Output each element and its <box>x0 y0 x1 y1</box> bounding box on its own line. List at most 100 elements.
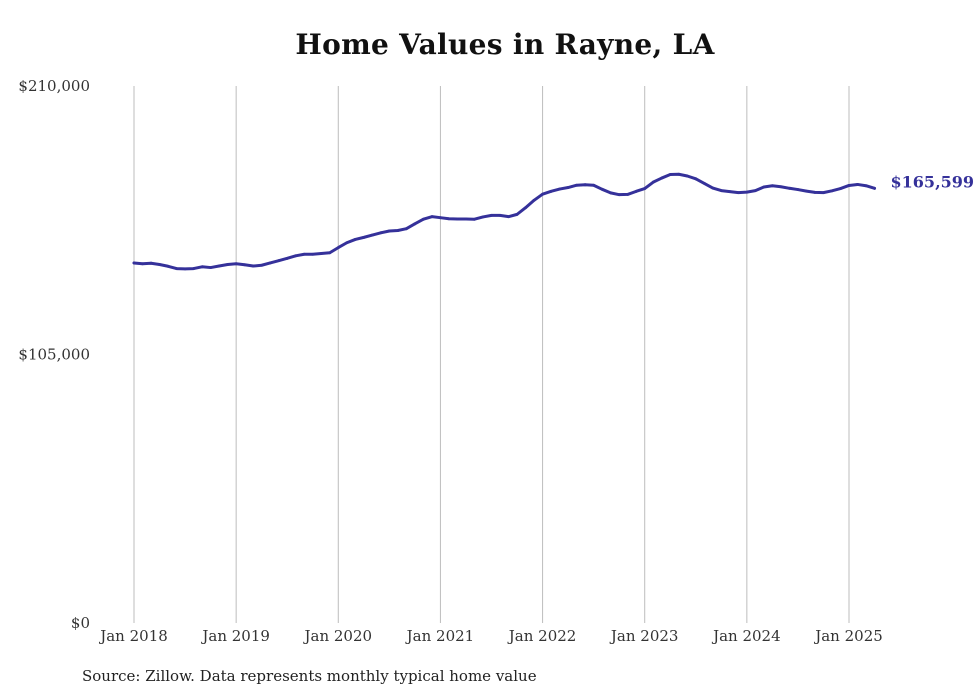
data-point-2021-04 <box>464 217 468 221</box>
data-point-2022-11 <box>626 193 630 196</box>
data-point-2019-10 <box>311 252 315 256</box>
data-point-2018-09 <box>200 265 204 269</box>
data-point-2024-03 <box>762 185 766 189</box>
data-point-2023-12 <box>736 191 740 195</box>
data-point-2022-02 <box>549 189 553 193</box>
x-tick-label: Jan 2018 <box>98 627 168 645</box>
data-point-2024-09 <box>813 190 817 194</box>
data-point-2021-03 <box>456 217 459 221</box>
series-layer <box>132 172 877 271</box>
y-axis: $0 $105,000 $210,000 <box>18 77 90 632</box>
data-point-2025-01 <box>847 184 851 187</box>
data-point-2024-08 <box>805 189 808 193</box>
x-tick-label: Jan 2021 <box>405 627 475 645</box>
data-point-2019-12 <box>328 251 332 255</box>
data-point-2018-03 <box>149 261 153 265</box>
data-point-2021-02 <box>447 217 451 221</box>
y-tick-label: $105,000 <box>18 346 90 364</box>
data-point-2019-03 <box>251 264 255 268</box>
data-point-2020-06 <box>379 231 383 235</box>
data-point-2021-12 <box>532 198 536 202</box>
data-point-2021-11 <box>524 206 527 210</box>
data-point-2023-10 <box>719 189 723 192</box>
end-label-layer: $165,599 <box>891 172 975 191</box>
data-point-2025-02 <box>856 183 859 186</box>
data-point-2023-02 <box>651 180 655 184</box>
data-point-2020-07 <box>387 229 391 233</box>
data-point-2020-05 <box>370 233 374 237</box>
x-tick-label: Jan 2019 <box>200 627 270 645</box>
data-point-2018-06 <box>175 267 178 270</box>
data-point-2018-11 <box>217 264 221 268</box>
data-point-2024-02 <box>753 189 757 192</box>
end-value-label: $165,599 <box>891 172 975 191</box>
y-tick-label: $210,000 <box>18 77 90 95</box>
data-point-2019-08 <box>294 254 298 258</box>
data-point-2023-06 <box>685 174 689 178</box>
data-point-2020-12 <box>430 215 434 219</box>
vertical-gridlines <box>133 86 850 623</box>
data-point-2023-08 <box>702 182 706 185</box>
data-point-2022-05 <box>575 183 579 187</box>
data-point-2022-07 <box>592 183 596 187</box>
data-point-2020-04 <box>362 235 366 239</box>
series-line <box>132 172 877 271</box>
data-point-2023-05 <box>677 172 681 176</box>
data-point-2021-10 <box>515 212 519 216</box>
data-point-2019-04 <box>260 263 264 267</box>
data-point-2018-04 <box>158 263 161 266</box>
x-axis: Jan 2018 Jan 2019 Jan 2020 Jan 2021 Jan 2022… <box>98 627 883 645</box>
data-point-2024-11 <box>830 189 834 193</box>
data-point-2019-06 <box>277 259 281 263</box>
data-point-2019-02 <box>243 263 247 267</box>
y-tick-label: $0 <box>71 614 90 632</box>
data-point-2024-12 <box>839 187 842 190</box>
data-point-2022-12 <box>634 189 638 193</box>
data-point-2023-03 <box>660 176 664 180</box>
data-point-2024-04 <box>770 184 774 188</box>
data-point-2025-03 <box>864 184 868 188</box>
data-point-2018-02 <box>141 262 144 266</box>
x-tick-label: Jan 2023 <box>609 627 679 645</box>
x-tick-label: Jan 2022 <box>507 627 577 645</box>
data-point-2024-07 <box>796 188 800 191</box>
data-point-2022-06 <box>583 183 587 187</box>
chart-title: Home Values in Rayne, LA <box>295 28 715 61</box>
data-point-2018-07 <box>183 267 187 271</box>
x-tick-label: Jan 2020 <box>303 627 373 645</box>
data-point-2019-07 <box>285 256 289 260</box>
data-point-2023-09 <box>711 186 715 190</box>
data-point-2020-09 <box>404 227 408 231</box>
data-point-2024-05 <box>779 185 783 189</box>
data-point-2022-01 <box>541 192 544 196</box>
data-point-2018-12 <box>226 263 230 266</box>
data-point-2021-09 <box>507 215 510 219</box>
data-point-2019-01 <box>234 262 238 266</box>
data-point-2018-01 <box>132 261 136 265</box>
data-point-2023-01 <box>643 187 647 190</box>
x-tick-label: Jan 2025 <box>813 627 883 645</box>
data-point-2020-03 <box>353 238 357 241</box>
data-point-2021-05 <box>473 217 476 221</box>
data-point-2024-06 <box>788 186 791 190</box>
data-point-2023-07 <box>694 177 698 181</box>
data-point-2020-10 <box>413 222 417 226</box>
data-point-2020-02 <box>345 241 349 245</box>
data-point-2020-11 <box>422 217 425 221</box>
data-point-2022-03 <box>558 187 561 191</box>
data-point-2025-04 <box>873 186 876 190</box>
data-point-2022-08 <box>600 187 604 191</box>
data-point-2024-10 <box>822 191 825 195</box>
data-point-2019-11 <box>319 252 323 255</box>
data-point-2022-09 <box>609 191 613 195</box>
data-point-2021-01 <box>439 216 442 220</box>
line-chart: $0$105,000$210,000 Jan 2018 Jan 2019 Jan 2… <box>18 77 975 645</box>
source-note: Source: Zillow. Data represents monthly … <box>82 667 537 685</box>
data-point-2020-01 <box>336 246 340 250</box>
data-point-2019-09 <box>302 252 306 256</box>
data-point-2018-05 <box>166 264 170 268</box>
data-point-2024-01 <box>745 190 749 194</box>
data-point-2022-04 <box>566 186 570 189</box>
data-point-2021-07 <box>490 213 493 217</box>
